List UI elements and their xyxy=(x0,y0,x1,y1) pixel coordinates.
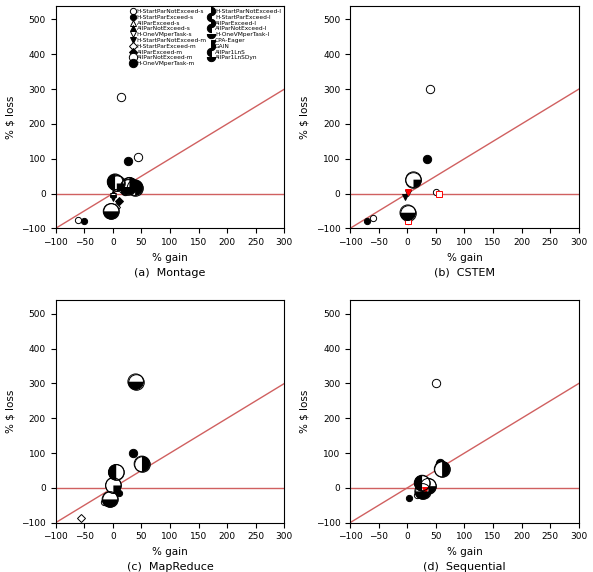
Y-axis label: % $ loss: % $ loss xyxy=(300,96,310,138)
Point xyxy=(123,182,133,192)
Point xyxy=(403,208,413,217)
Point xyxy=(112,179,122,188)
Point xyxy=(409,175,418,184)
Point xyxy=(130,183,140,192)
Point xyxy=(106,206,116,216)
Point xyxy=(403,208,413,217)
Point xyxy=(137,459,146,468)
Point xyxy=(125,181,134,190)
Point xyxy=(105,495,114,504)
Y-axis label: % $ loss: % $ loss xyxy=(5,96,15,138)
Point xyxy=(109,481,118,490)
X-axis label: % gain: % gain xyxy=(447,253,482,263)
Point xyxy=(109,481,118,490)
Point xyxy=(111,468,121,477)
Point xyxy=(123,182,133,192)
Point xyxy=(438,464,447,474)
Point xyxy=(131,377,141,386)
Point xyxy=(125,181,134,190)
Point xyxy=(409,175,418,184)
Point xyxy=(125,181,134,190)
Point xyxy=(403,208,413,217)
Point xyxy=(110,177,120,186)
Point xyxy=(137,459,146,468)
Point xyxy=(130,183,140,192)
Point xyxy=(130,183,140,192)
Y-axis label: % $ loss: % $ loss xyxy=(5,390,15,433)
Point xyxy=(111,468,121,477)
Point xyxy=(112,179,122,188)
Point xyxy=(438,464,447,474)
Point xyxy=(423,482,433,491)
Point xyxy=(423,482,433,491)
Point xyxy=(131,377,141,386)
Point xyxy=(123,182,133,192)
Point xyxy=(112,179,122,188)
Point xyxy=(418,487,428,496)
Point xyxy=(418,487,428,496)
X-axis label: % gain: % gain xyxy=(152,253,188,263)
Point xyxy=(110,177,120,186)
Title: (b)  CSTEM: (b) CSTEM xyxy=(434,268,495,278)
Point xyxy=(111,468,121,477)
Point xyxy=(417,478,427,487)
Point xyxy=(418,487,428,496)
Point xyxy=(409,175,418,184)
X-axis label: % gain: % gain xyxy=(152,547,188,557)
Point xyxy=(109,481,118,490)
Point xyxy=(417,478,427,487)
Point xyxy=(110,177,120,186)
Point xyxy=(106,206,116,216)
Point xyxy=(417,478,427,487)
Point xyxy=(105,495,114,504)
Point xyxy=(137,459,146,468)
X-axis label: % gain: % gain xyxy=(447,547,482,557)
Title: (c)  MapReduce: (c) MapReduce xyxy=(127,562,213,572)
Point xyxy=(438,464,447,474)
Point xyxy=(106,206,116,216)
Title: (a)  Montage: (a) Montage xyxy=(134,268,206,278)
Legend: H-StartParNotExceed-s, H-StartParExceed-s, AllParExceed-s, AllParNotExceed-s, H-: H-StartParNotExceed-s, H-StartParExceed-… xyxy=(130,9,282,67)
Point xyxy=(105,495,114,504)
Y-axis label: % $ loss: % $ loss xyxy=(300,390,310,433)
Title: (d)  Sequential: (d) Sequential xyxy=(423,562,506,572)
Point xyxy=(131,377,141,386)
Point xyxy=(423,482,433,491)
